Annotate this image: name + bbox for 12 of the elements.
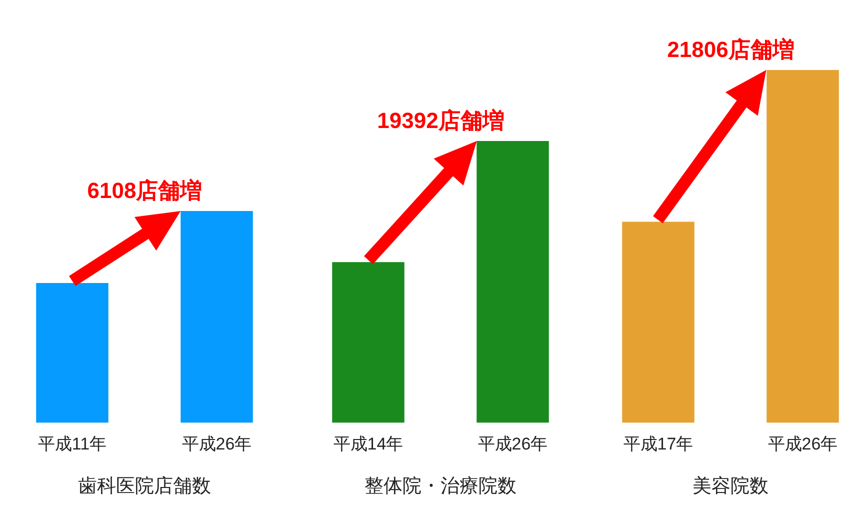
x-tick-label: 平成17年: [623, 434, 694, 454]
x-tick-label: 平成11年: [38, 434, 107, 454]
x-tick-label: 平成26年: [478, 434, 548, 454]
x-tick-label: 平成14年: [333, 434, 404, 454]
x-tick-label: 平成26年: [182, 434, 252, 454]
x-axis-title: 歯科医院店舗数: [78, 474, 211, 497]
text: 19392店舗増: [377, 108, 504, 134]
x-tick-label: 平成26年: [768, 434, 838, 454]
text: 21806店舗増: [667, 37, 794, 62]
text: 6108店舗増: [87, 178, 202, 204]
x-axis-title: 整体院・治療院数: [364, 474, 516, 497]
x-axis-title: 美容院数: [692, 474, 768, 497]
